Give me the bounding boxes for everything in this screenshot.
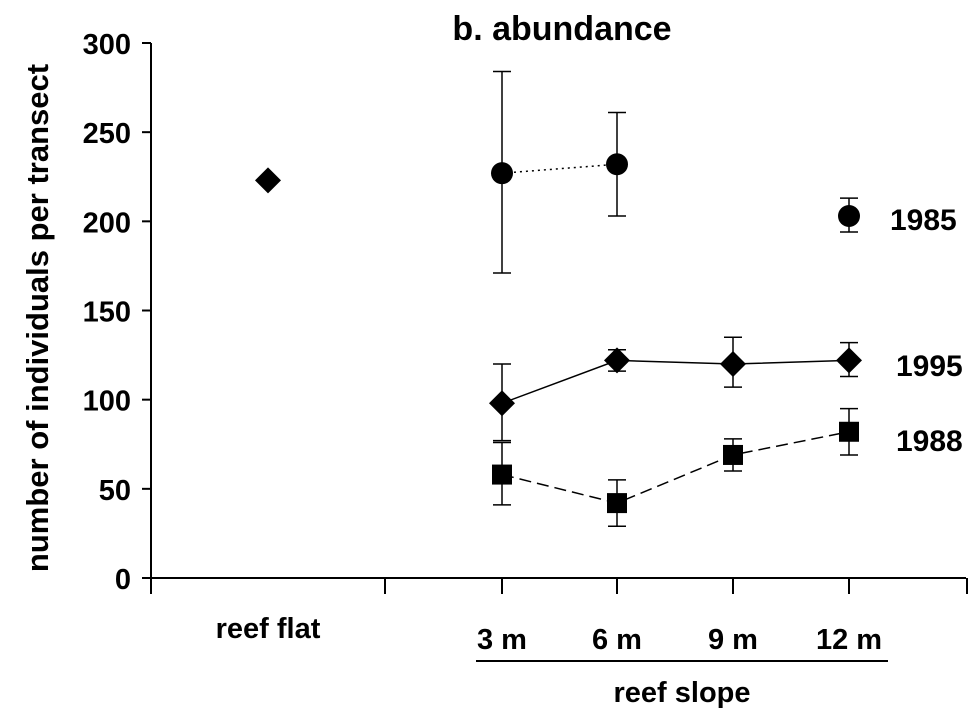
- series-1985-point: [606, 153, 628, 176]
- series-label-1985: 1985: [890, 204, 957, 237]
- series-1985-point: [838, 204, 860, 227]
- series-label-1995: 1995: [896, 350, 963, 383]
- series-1985-line: [501, 163, 618, 174]
- x-tick-label: 12 m: [816, 624, 882, 656]
- series-label-1988: 1988: [896, 425, 963, 458]
- x-tick-label: 3 m: [477, 624, 527, 656]
- plot-marks: [255, 70, 862, 528]
- y-tick-label: 50: [99, 475, 131, 507]
- series-1988-point: [839, 421, 859, 442]
- series-1988-point: [723, 444, 743, 465]
- y-axis-label: number of individuals per transect: [20, 64, 55, 572]
- series-1988-point: [607, 493, 627, 514]
- y-tick-label: 100: [83, 386, 131, 418]
- series-1995-point: [720, 351, 746, 377]
- x-tick-label: 6 m: [592, 624, 642, 656]
- x-tick-label: 9 m: [708, 624, 758, 656]
- chart-title: b. abundance: [452, 10, 671, 48]
- y-tick-label: 250: [83, 118, 131, 150]
- x-axis-label: reef slope: [614, 677, 751, 709]
- series-1988-line: [501, 431, 850, 504]
- series-1995-point: [836, 347, 862, 374]
- x-tick-label: reef flat: [216, 613, 321, 645]
- y-tick-label: 150: [83, 297, 131, 329]
- series-1995-point: [604, 347, 630, 374]
- series-1995-point: [489, 390, 515, 417]
- series-1985-point: [491, 162, 513, 185]
- y-tick-label: 300: [83, 29, 131, 61]
- series-1995-point: [255, 167, 281, 194]
- y-tick-label: 200: [83, 207, 131, 239]
- series-1995-line: [501, 359, 850, 404]
- y-tick-label: 0: [115, 564, 131, 596]
- series-1988-point: [492, 464, 512, 485]
